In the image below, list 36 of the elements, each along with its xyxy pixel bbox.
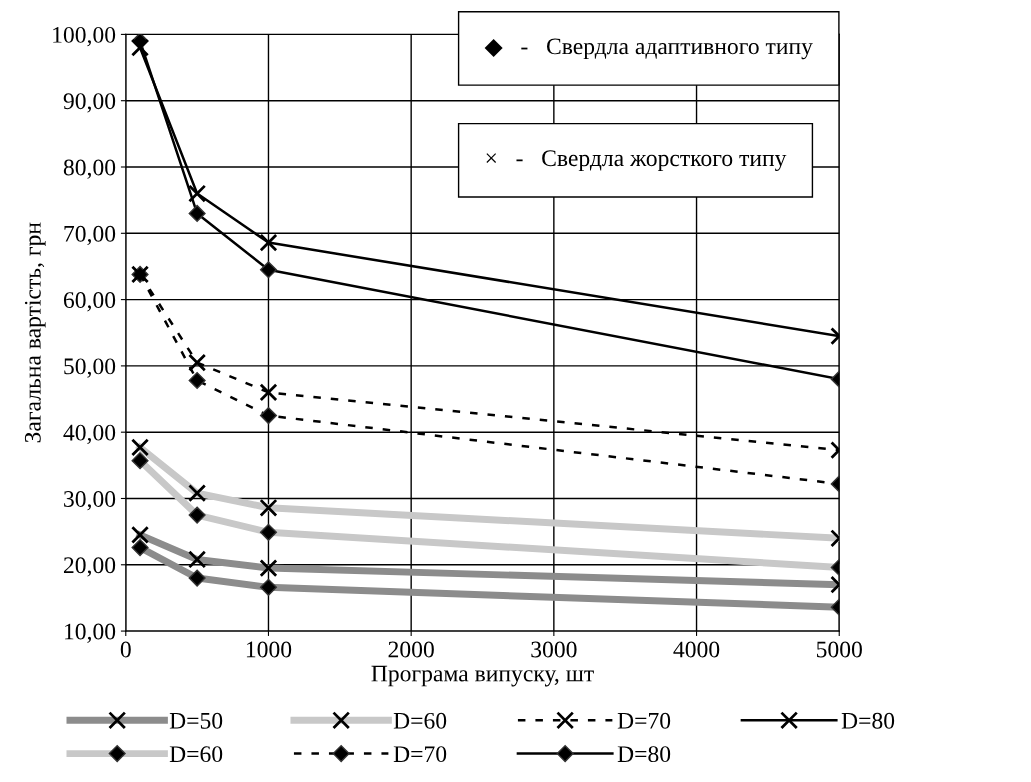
annotation: × - Свердла жорсткого типу — [486, 150, 787, 172]
point — [188, 353, 207, 372]
y-tick-label: 30,00 — [64, 490, 116, 511]
legend-label: D=50 — [169, 712, 223, 729]
point — [259, 261, 278, 279]
point — [131, 38, 150, 57]
legend-label: D=70 — [393, 746, 447, 763]
y-tick-label: 60,00 — [63, 292, 116, 312]
x-tick-label: 1000 — [246, 641, 292, 658]
point — [188, 371, 206, 390]
x-axis-title: Програма випуску, шт — [371, 665, 594, 687]
y-tick-label: 100,00 — [53, 26, 116, 47]
point — [259, 383, 278, 402]
point — [188, 204, 206, 222]
x-tick-label: 0 — [120, 641, 131, 658]
point — [188, 184, 207, 203]
point — [259, 407, 278, 425]
legend-label: D=80 — [841, 712, 895, 729]
y-axis-title: Загальна вартість, грн — [24, 222, 46, 443]
y-tick-label: 90,00 — [63, 93, 116, 113]
y-tick-label: 20,00 — [63, 557, 116, 577]
x-tick-label: 4000 — [673, 641, 720, 658]
x-tick-label: 5000 — [817, 641, 862, 658]
y-tick-label: 70,00 — [64, 225, 116, 246]
y-tick-label: 10,00 — [65, 623, 116, 643]
legend-label: D=60 — [393, 712, 447, 729]
y-tick-label: 50,00 — [64, 358, 116, 378]
x-tick-label: 2000 — [388, 641, 434, 658]
y-tick-label: 80,00 — [63, 159, 116, 179]
annotation: ◆ - Свердла адаптивного типу — [484, 38, 813, 60]
y-tick-label: 40,00 — [63, 424, 116, 445]
legend-label: D=70 — [617, 712, 671, 729]
legend-label: D=60 — [169, 746, 223, 763]
legend-label: D=80 — [617, 746, 671, 763]
point — [259, 233, 278, 252]
x-tick-label: 3000 — [531, 641, 577, 658]
